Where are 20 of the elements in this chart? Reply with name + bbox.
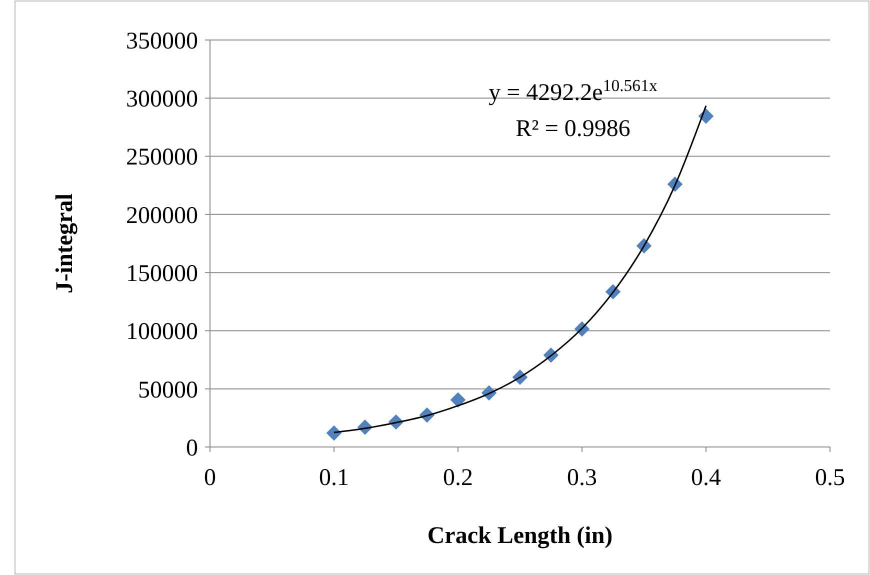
point [326, 425, 342, 441]
annotation: R² = 0.9986 [516, 116, 630, 142]
annotation: y = 4292.2e$^{10.561x}$ [488, 76, 658, 106]
x-tick-label: 0.5 [815, 465, 845, 491]
y-tick-label: 200000 [126, 202, 198, 229]
y-tick-label: 250000 [126, 144, 198, 171]
y-tick-label: 50000 [138, 377, 198, 404]
y-tick-label: 100000 [126, 319, 198, 346]
x-tick-label: 0.3 [567, 465, 597, 491]
x-tick-label: 0.4 [691, 465, 721, 491]
y-tick-label: 350000 [126, 28, 198, 54]
x-tick-label: 0.2 [443, 465, 473, 491]
y-axis-title: J-integral [52, 193, 78, 294]
y-tick-label: 150000 [126, 260, 198, 287]
y-tick-label: 0 [186, 435, 198, 462]
x-tick-label: 0 [204, 465, 216, 491]
y-tick-label: 300000 [126, 86, 198, 113]
x-axis-title: Crack Length (in) [427, 523, 613, 549]
point [450, 392, 466, 408]
x-tick-label: 0.1 [319, 465, 349, 491]
